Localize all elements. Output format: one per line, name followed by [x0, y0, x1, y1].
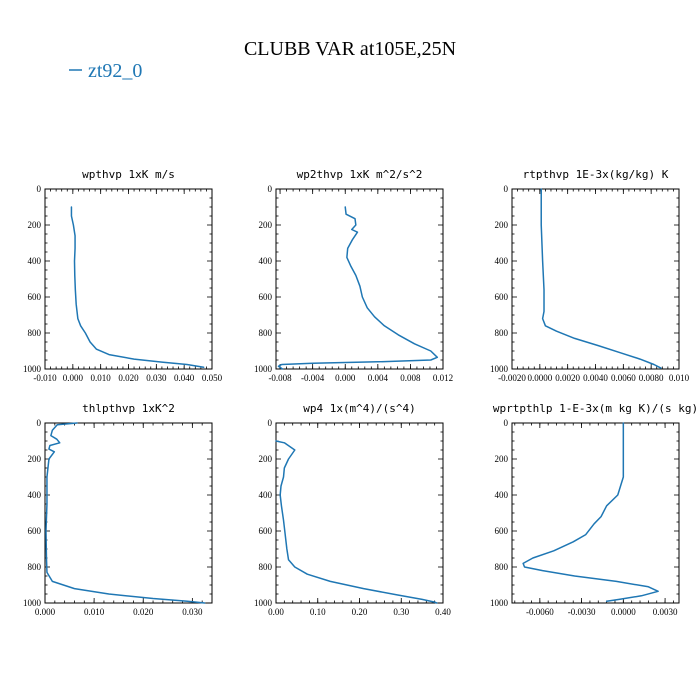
- series-line-zt92_0: [275, 440, 438, 604]
- x-tick-label: 0.0000: [527, 373, 552, 383]
- y-tick-label: 200: [259, 454, 273, 464]
- x-tick-label: 0.030: [146, 373, 167, 383]
- series-line-zt92_0: [70, 206, 205, 368]
- x-tick-label: 0.010: [84, 607, 105, 617]
- x-tick-label: 0.00: [268, 607, 284, 617]
- y-tick-label: 1000: [23, 364, 42, 374]
- x-tick-label: 0.0080: [639, 373, 664, 383]
- panels: wpthvp 1xK m/s-0.010 0.000 0.010 0.020 0.030…: [23, 168, 698, 617]
- chart-panel-6: wprtpthlp 1-E-3x(m kg K)/(s kg) -0.0060 -0…: [490, 402, 698, 617]
- figure-title: CLUBB VAR at105E,25N: [244, 38, 456, 60]
- y-tick-label: 200: [28, 220, 42, 230]
- y-tick-label: 400: [259, 490, 273, 500]
- x-tick-label: -0.010: [33, 373, 57, 383]
- x-tick-label: -0.0020: [498, 373, 526, 383]
- legend: zt92_0: [69, 60, 142, 82]
- chart-panel-1: wpthvp 1xK m/s -0.010 0.000 0.010 0.020 0.030…: [23, 168, 223, 383]
- axes-frame: [44, 422, 213, 604]
- y-tick-label: 200: [495, 220, 509, 230]
- y-tick-label: 0: [268, 184, 273, 194]
- y-tick-label: 800: [28, 328, 42, 338]
- x-tick-label: -0.004: [301, 373, 325, 383]
- y-tick-label: 600: [495, 526, 509, 536]
- axes-frame: [511, 422, 680, 604]
- panel-title: wp4 1x(m^4)/(s^4): [303, 402, 416, 415]
- x-tick-label: 0.10: [310, 607, 326, 617]
- y-tick-label: 800: [495, 562, 509, 572]
- x-tick-label: 0.012: [433, 373, 453, 383]
- y-tick-label: 200: [28, 454, 42, 464]
- y-tick-label: 800: [495, 328, 509, 338]
- series-line-zt92_0: [522, 422, 659, 602]
- x-tick-label: 0.0040: [583, 373, 608, 383]
- x-tick-label: 0.000: [63, 373, 84, 383]
- axes-frame: [44, 188, 213, 370]
- y-tick-label: 0: [268, 418, 273, 428]
- y-tick-label: 400: [495, 256, 509, 266]
- x-tick-label: 0.0000: [611, 607, 636, 617]
- x-tick-label: 0.008: [400, 373, 421, 383]
- x-tick-label: 0.0020: [555, 373, 580, 383]
- y-tick-label: 400: [28, 490, 42, 500]
- y-tick-label: 600: [259, 292, 273, 302]
- x-tick-label: -0.008: [268, 373, 292, 383]
- axes-frame: [275, 188, 444, 370]
- series-line-zt92_0: [277, 206, 439, 370]
- x-tick-label: 0.000: [335, 373, 356, 383]
- y-tick-label: 800: [28, 562, 42, 572]
- x-tick-label: 0.020: [118, 373, 139, 383]
- y-tick-label: 1000: [490, 598, 509, 608]
- axes-frame: [275, 422, 444, 604]
- panel-title: wprtpthlp 1-E-3x(m kg K)/(s kg): [493, 402, 698, 415]
- x-tick-label: 0.40: [435, 607, 451, 617]
- y-tick-label: 600: [259, 526, 273, 536]
- x-tick-label: 0.20: [352, 607, 368, 617]
- y-tick-label: 600: [28, 526, 42, 536]
- y-tick-label: 800: [259, 328, 273, 338]
- legend-label: zt92_0: [88, 60, 142, 82]
- y-tick-label: 1000: [254, 598, 273, 608]
- y-tick-label: 600: [495, 292, 509, 302]
- x-tick-label: 0.000: [35, 607, 56, 617]
- y-tick-label: 1000: [254, 364, 273, 374]
- x-tick-label: 0.030: [182, 607, 203, 617]
- panel-title: thlpthvp 1xK^2: [82, 402, 175, 415]
- y-tick-label: 1000: [23, 598, 42, 608]
- x-tick-label: 0.020: [133, 607, 154, 617]
- x-tick-label: 0.040: [174, 373, 195, 383]
- chart-panel-4: thlpthvp 1xK^2 0.000 0.010 0.020 0.030 0 200 40…: [23, 402, 213, 617]
- y-tick-label: 0: [504, 184, 509, 194]
- y-tick-label: 1000: [490, 364, 509, 374]
- series-line-zt92_0: [540, 188, 662, 369]
- chart-panel-5: wp4 1x(m^4)/(s^4) 0.00 0.10 0.20 0.30 0.40 0 20…: [254, 402, 451, 617]
- y-tick-label: 0: [37, 184, 42, 194]
- panel-title: rtpthvp 1E-3x(kg/kg) K: [523, 168, 669, 181]
- chart-panel-2: wp2thvp 1xK m^2/s^2 -0.008 -0.004 0.000 0.00…: [254, 168, 453, 383]
- y-tick-label: 400: [259, 256, 273, 266]
- series-line-zt92_0: [45, 422, 206, 604]
- y-tick-label: 200: [259, 220, 273, 230]
- x-tick-label: 0.050: [202, 373, 223, 383]
- y-tick-label: 400: [495, 490, 509, 500]
- x-tick-label: 0.0030: [653, 607, 678, 617]
- x-tick-label: 0.004: [368, 373, 389, 383]
- y-tick-label: 800: [259, 562, 273, 572]
- panel-title: wp2thvp 1xK m^2/s^2: [297, 168, 423, 181]
- x-tick-label: 0.010: [669, 373, 690, 383]
- panel-title: wpthvp 1xK m/s: [82, 168, 175, 181]
- x-tick-label: -0.0030: [568, 607, 596, 617]
- y-tick-label: 200: [495, 454, 509, 464]
- y-tick-label: 0: [504, 418, 509, 428]
- axes-frame: [511, 188, 680, 370]
- x-tick-label: 0.0060: [611, 373, 636, 383]
- x-tick-label: -0.0060: [526, 607, 554, 617]
- y-tick-label: 600: [28, 292, 42, 302]
- y-tick-label: 0: [37, 418, 42, 428]
- chart-panel-3: rtpthvp 1E-3x(kg/kg) K -0.0020 0.0000 0.002…: [490, 168, 690, 383]
- y-tick-label: 400: [28, 256, 42, 266]
- x-tick-label: 0.010: [91, 373, 112, 383]
- x-tick-label: 0.30: [393, 607, 409, 617]
